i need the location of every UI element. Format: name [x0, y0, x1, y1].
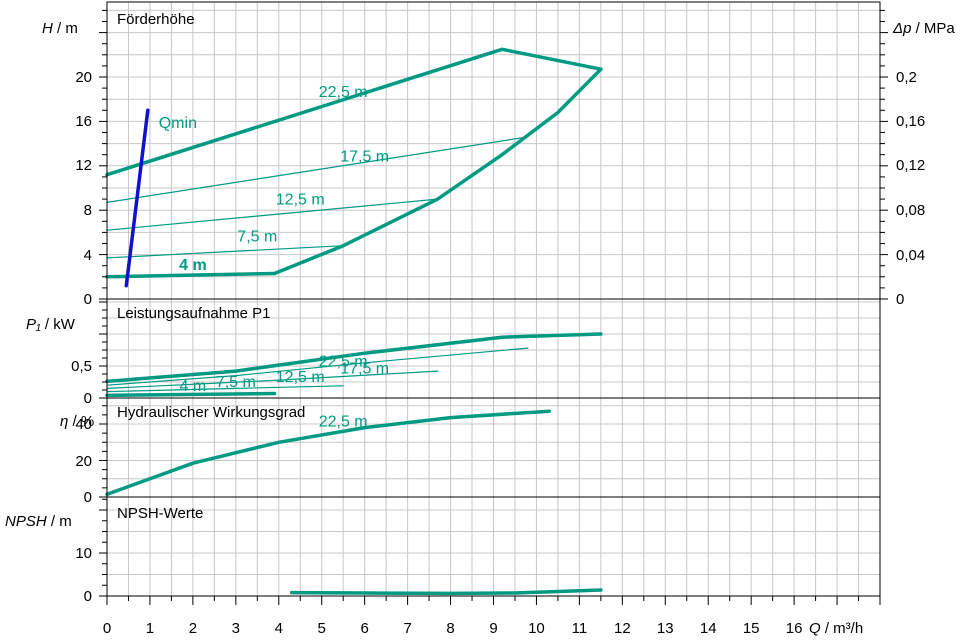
y-tick-label: 0,5 — [71, 358, 92, 375]
curve-7-5-m — [106, 385, 344, 393]
y-tick-label: 20 — [75, 453, 92, 470]
frame-layer — [99, 1, 888, 605]
curve-label: 17,5 m — [340, 148, 389, 165]
y-tick-label: 0 — [84, 588, 92, 605]
y-tick-label: 0 — [84, 291, 92, 308]
npsh-y-axis-label: NPSH / m — [5, 513, 72, 530]
x-tick-label: 3 — [232, 620, 240, 637]
curve-22-5-m — [105, 47, 603, 177]
curve-label: 22,5 m — [319, 414, 368, 431]
x-tick-label: 4 — [275, 620, 283, 637]
x-tick-label: 5 — [318, 620, 326, 637]
y2-tick-label: 0,12 — [896, 157, 925, 174]
head-panel-title: Förderhöhe — [117, 11, 195, 28]
curve-22-5-m — [105, 332, 603, 384]
curve-label: Qmin — [159, 115, 197, 132]
y-tick-label: 0 — [84, 390, 92, 407]
curve-label: 22,5 m — [319, 354, 368, 371]
curve-17-5-m — [106, 136, 529, 203]
x-tick-label: 8 — [446, 620, 454, 637]
curve-label: 7,5 m — [237, 228, 277, 245]
curve-12-5-m — [106, 198, 439, 231]
eff-y-axis-label: η / % — [60, 413, 94, 430]
x-tick-label: 13 — [657, 620, 674, 637]
x-tick-label: 11 — [572, 620, 588, 637]
x-tick-label: 1 — [146, 620, 154, 637]
curve-label: 12,5 m — [276, 192, 325, 209]
power-panel-title: Leistungsaufnahme P1 — [117, 305, 270, 322]
curve-label: 4 m — [179, 257, 207, 274]
curve-label: 4 m — [180, 378, 207, 395]
y-tick-label: 12 — [75, 157, 92, 174]
eff-panel-title: Hydraulischer Wirkungsgrad — [117, 404, 305, 421]
y-tick-label: 4 — [84, 247, 92, 264]
y2-tick-label: 0 — [896, 291, 904, 308]
y2-tick-label: 0,16 — [896, 113, 925, 130]
x-tick-label: 14 — [700, 620, 717, 637]
x-axis-label: Q / m³/h — [809, 620, 863, 637]
y-tick-label: 16 — [75, 113, 92, 130]
x-tick-label: 12 — [614, 620, 631, 637]
y-tick-label: 0 — [84, 489, 92, 506]
curve-12-5-m — [106, 370, 439, 389]
npsh-panel-title: NPSH-Werte — [117, 505, 203, 522]
head-y-axis-label: H / m — [42, 20, 78, 37]
curve-4-m — [105, 391, 277, 398]
y-tick-label: 8 — [84, 202, 92, 219]
curve-label: 12,5 m — [276, 369, 325, 386]
y2-tick-label: 0,2 — [896, 69, 917, 86]
y-tick-label: 20 — [75, 69, 92, 86]
curve-label: 17,5 m — [340, 361, 389, 378]
tick-label-layer: 0 1 2 3 4 5 6 7 8 9 10 11 12 13 14 15 1604812162000,5020… — [71, 69, 925, 637]
curve-17-5-m — [106, 347, 529, 386]
curve-7-5-m — [106, 245, 344, 259]
curve-label: 7,5 m — [216, 374, 256, 391]
x-tick-label: 2 — [189, 620, 197, 637]
curve-4-m — [105, 271, 277, 279]
y2-tick-label: 0,04 — [896, 247, 925, 264]
x-tick-label: 7 — [403, 620, 411, 637]
x-tick-label: 9 — [489, 620, 497, 637]
curve-22-5-m — [289, 588, 603, 596]
curve-22-5-m — [105, 409, 552, 497]
x-tick-label: 0 — [103, 620, 111, 637]
power-y-axis-label: P₁ / kW — [26, 316, 76, 333]
y-tick-label: 10 — [75, 545, 92, 562]
y2-tick-label: 0,08 — [896, 202, 925, 219]
curve-label: 22,5 m — [319, 84, 368, 101]
curve-qmin — [124, 108, 150, 288]
y-tick-label: 40 — [75, 416, 92, 433]
head-y2-axis-label: Δp / MPa — [892, 20, 955, 37]
curve-layer — [105, 47, 603, 596]
x-tick-label: 6 — [360, 620, 368, 637]
x-tick-label: 15 — [743, 620, 760, 637]
x-tick-label: 10 — [528, 620, 545, 637]
curve-max — [272, 67, 603, 276]
x-tick-label: 16 — [786, 620, 803, 637]
